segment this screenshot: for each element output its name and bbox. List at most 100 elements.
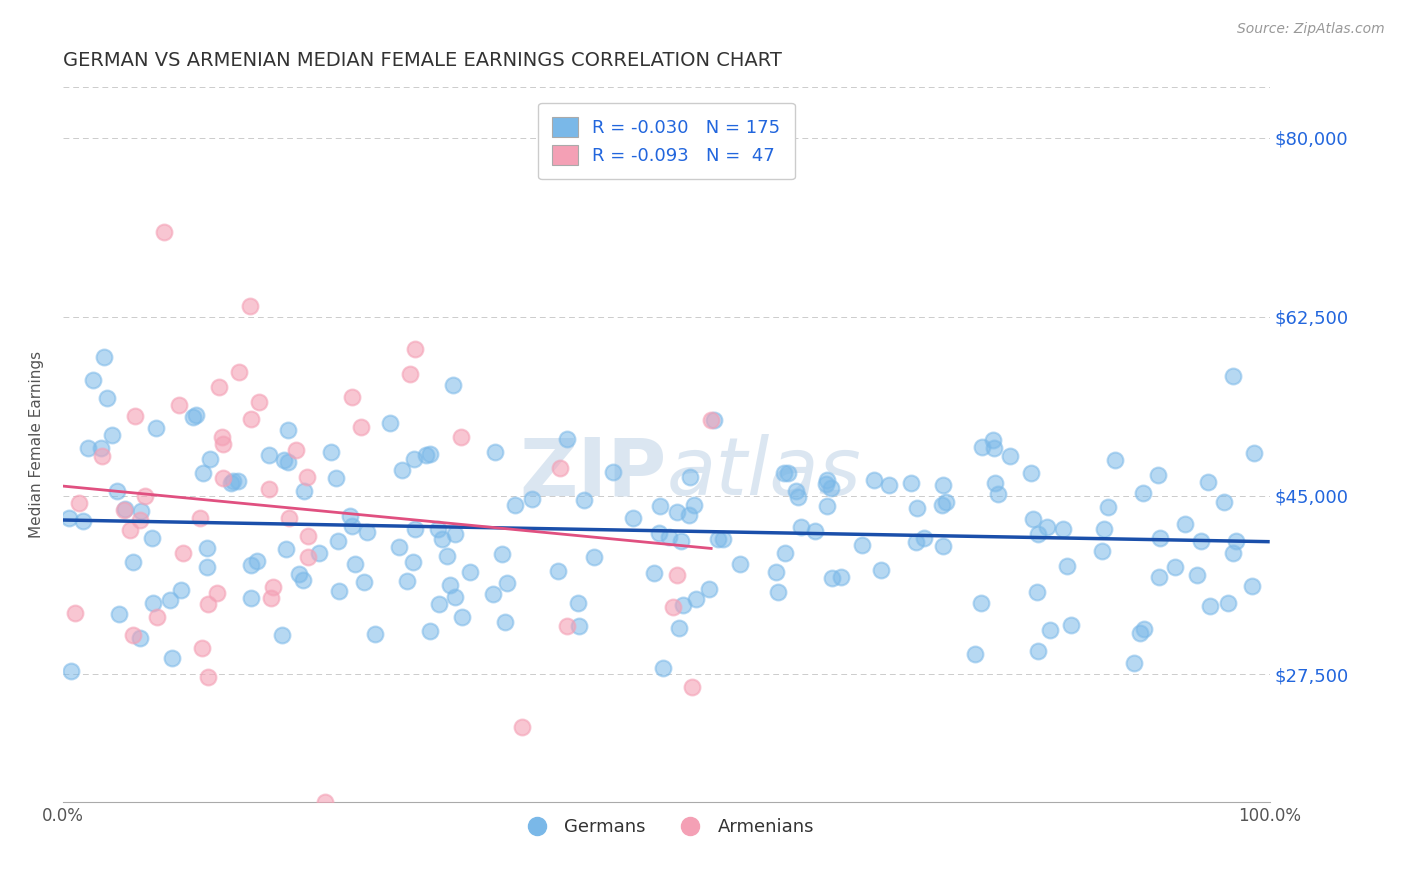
Point xyxy=(520,492,543,507)
Point xyxy=(1174,516,1197,531)
Point xyxy=(364,626,387,640)
Point xyxy=(1022,512,1045,526)
Point xyxy=(491,547,513,561)
Point xyxy=(128,632,150,646)
Point xyxy=(700,413,723,427)
Point xyxy=(905,501,928,516)
Point xyxy=(672,599,695,613)
Point xyxy=(678,508,700,522)
Point xyxy=(681,680,703,694)
Point xyxy=(105,484,128,499)
Point xyxy=(167,397,190,411)
Point xyxy=(1129,625,1152,640)
Point xyxy=(582,550,605,565)
Point xyxy=(404,522,426,536)
Point xyxy=(328,584,350,599)
Point xyxy=(981,433,1004,447)
Point xyxy=(427,598,450,612)
Point xyxy=(707,532,730,546)
Point xyxy=(257,483,280,497)
Point xyxy=(1056,558,1078,573)
Point xyxy=(415,448,437,462)
Point xyxy=(441,377,464,392)
Point xyxy=(142,595,165,609)
Point xyxy=(904,534,927,549)
Point xyxy=(1218,595,1240,609)
Point xyxy=(228,366,250,380)
Point xyxy=(804,524,827,538)
Point xyxy=(395,574,418,588)
Point xyxy=(398,367,420,381)
Point xyxy=(297,528,319,542)
Point xyxy=(108,607,131,621)
Point xyxy=(380,416,402,430)
Point xyxy=(145,421,167,435)
Point xyxy=(1149,531,1171,545)
Point xyxy=(765,565,787,579)
Point xyxy=(239,299,262,313)
Point xyxy=(240,411,263,425)
Point xyxy=(195,559,218,574)
Point xyxy=(340,519,363,533)
Point xyxy=(650,499,672,513)
Point xyxy=(1094,522,1116,536)
Point xyxy=(257,448,280,462)
Point xyxy=(404,452,426,467)
Point xyxy=(240,558,263,573)
Point xyxy=(326,534,349,549)
Point xyxy=(815,499,838,513)
Point xyxy=(785,484,807,499)
Point xyxy=(60,664,83,678)
Point xyxy=(211,430,233,444)
Point xyxy=(665,568,688,582)
Point xyxy=(568,618,591,632)
Point xyxy=(775,546,797,560)
Point xyxy=(356,524,378,539)
Point xyxy=(1104,453,1126,467)
Point xyxy=(984,476,1007,491)
Point xyxy=(325,471,347,485)
Point xyxy=(1189,533,1212,548)
Point xyxy=(197,541,219,555)
Point xyxy=(1091,544,1114,558)
Point xyxy=(728,558,751,572)
Point xyxy=(1039,623,1062,637)
Point xyxy=(208,380,231,394)
Point xyxy=(1000,449,1022,463)
Point xyxy=(388,541,411,555)
Point xyxy=(1028,527,1050,541)
Point xyxy=(419,447,441,461)
Point xyxy=(661,600,683,615)
Point xyxy=(450,429,472,443)
Point xyxy=(555,619,578,633)
Point xyxy=(170,583,193,598)
Point xyxy=(567,596,589,610)
Point xyxy=(291,573,314,587)
Point xyxy=(134,490,156,504)
Point xyxy=(339,508,361,523)
Point xyxy=(863,473,886,487)
Point xyxy=(1164,560,1187,574)
Point xyxy=(931,478,953,492)
Point xyxy=(503,498,526,512)
Point xyxy=(297,549,319,564)
Point xyxy=(308,546,330,560)
Point xyxy=(205,586,228,600)
Point xyxy=(427,523,450,537)
Point xyxy=(815,473,838,487)
Point xyxy=(391,463,413,477)
Point xyxy=(444,527,467,541)
Point xyxy=(963,648,986,662)
Text: atlas: atlas xyxy=(666,434,860,512)
Point xyxy=(350,420,373,434)
Point xyxy=(703,412,725,426)
Point xyxy=(669,533,692,548)
Point xyxy=(484,445,506,459)
Point xyxy=(295,470,318,484)
Point xyxy=(1243,446,1265,460)
Legend: Germans, Armenians: Germans, Armenians xyxy=(512,811,821,843)
Point xyxy=(131,503,153,517)
Point xyxy=(342,390,364,404)
Point xyxy=(96,392,118,406)
Point xyxy=(983,441,1005,455)
